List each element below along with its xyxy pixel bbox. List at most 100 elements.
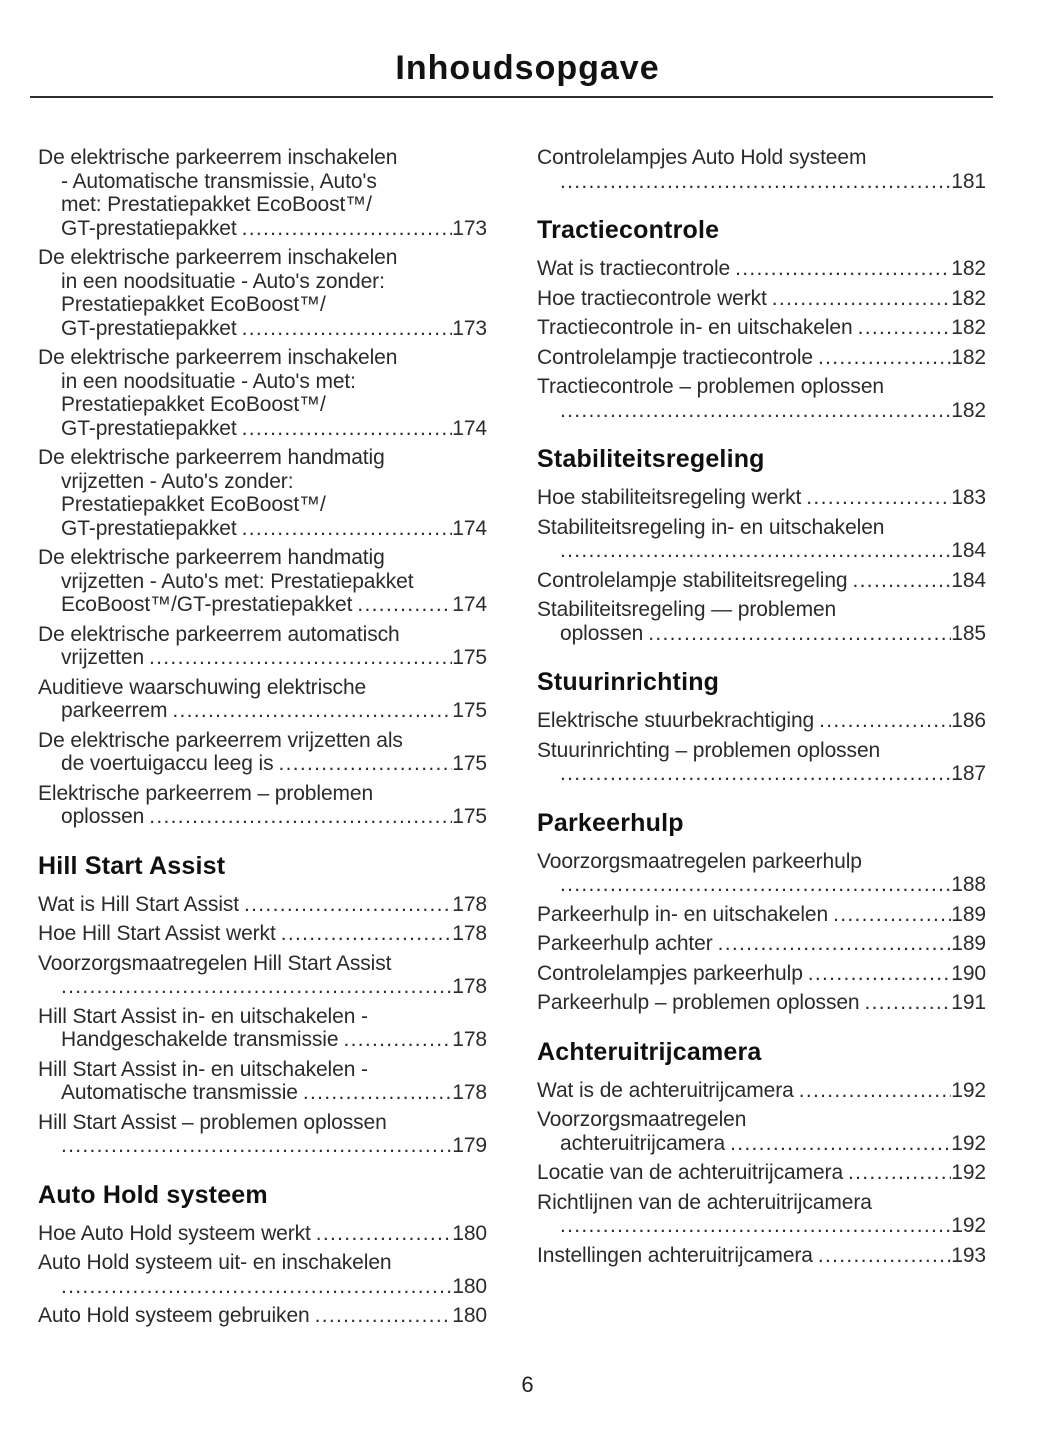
- toc-entry: Hoe Auto Hold systeem werkt.............…: [38, 1222, 487, 1246]
- toc-entry-text: parkeerrem: [61, 699, 168, 722]
- toc-entry-dotline: ........................................…: [537, 399, 986, 423]
- toc-entry-dotline: de voertuigaccu leeg is.................…: [38, 752, 487, 776]
- page-ref: 193: [951, 1243, 986, 1267]
- toc-entry-dotline: Controlelampjes parkeerhulp.............…: [537, 962, 986, 986]
- dot-leader: ........................................…: [560, 398, 951, 422]
- toc-entry-dotline: Wat is Hill Start Assist................…: [38, 893, 487, 917]
- page-ref: 185: [951, 621, 986, 645]
- toc-entry-line: Prestatiepakket EcoBoost™/: [61, 393, 326, 416]
- toc-entry: Locatie van de achteruitrijcamera.......…: [537, 1161, 986, 1185]
- toc-entry: Auto Hold systeem uit- en inschakelen...…: [38, 1251, 487, 1298]
- page-ref: 174: [452, 593, 487, 616]
- toc-entry: Parkeerhulp in- en uitschakelen.........…: [537, 903, 986, 927]
- title-divider: [30, 96, 993, 98]
- page-ref: 192: [951, 1078, 986, 1102]
- dot-leader: ........................................…: [560, 169, 951, 193]
- toc-entry: Hill Start Assist in- en uitschakelen -H…: [38, 1005, 487, 1052]
- page-ref: 190: [951, 961, 986, 985]
- toc-entry-text: de voertuigaccu leeg is: [61, 752, 274, 775]
- toc-entry-dotline: Wat is de achteruitrijcamera............…: [537, 1079, 986, 1103]
- dot-leader: ........................................…: [241, 216, 453, 240]
- toc-entry-text: Wat is Hill Start Assist: [38, 892, 240, 916]
- page-ref: 191: [951, 991, 986, 1014]
- toc-entry-line: Prestatiepakket EcoBoost™/: [61, 293, 326, 316]
- page-ref: 189: [951, 902, 986, 926]
- toc-entry: Tractiecontrole in- en uitschakelen.....…: [537, 316, 986, 340]
- toc-entry-text: Elektrische stuurbekrachtiging: [537, 709, 815, 732]
- toc-entry-line: De elektrische parkeerrem automatisch: [38, 622, 400, 646]
- toc-entry-line: Voorzorgsmaatregelen Hill Start Assist: [38, 951, 392, 975]
- toc-entry-text: Controlelampje stabiliteitsregeling: [537, 568, 848, 592]
- toc-entry-dotline: parkeerrem..............................…: [38, 699, 487, 723]
- dot-leader: ........................................…: [315, 1221, 452, 1245]
- toc-entry-text: Locatie van de achteruitrijcamera: [537, 1161, 844, 1184]
- toc-entry-dotline: Handgeschakelde transmissie.............…: [38, 1028, 487, 1052]
- dot-leader: ........................................…: [857, 316, 952, 339]
- page-ref: 184: [951, 539, 986, 562]
- section-heading: Tractiecontrole: [537, 216, 720, 244]
- toc-entry-line: Prestatiepakket EcoBoost™/: [61, 493, 326, 516]
- toc-entry-line: Auditieve waarschuwing elektrische: [38, 675, 367, 699]
- toc-entry: Stabiliteitsregeling in- en uitschakelen…: [537, 516, 986, 563]
- toc-entry-dotline: Wat is tractiecontrole..................…: [537, 257, 986, 281]
- toc-entry-text: Auto Hold systeem gebruiken: [38, 1304, 310, 1327]
- toc-entry-line: Voorzorgsmaatregelen: [537, 1108, 747, 1131]
- toc-entry-line: Hill Start Assist – problemen oplossen: [38, 1110, 387, 1134]
- toc-entry-dotline: Instellingen achteruitrijcamera.........…: [537, 1244, 986, 1268]
- toc-entry-text: Parkeerhulp – problemen oplossen: [537, 991, 860, 1014]
- toc-entry-dotline: vrijzetten..............................…: [38, 646, 487, 670]
- dot-leader: ........................................…: [172, 699, 452, 722]
- toc-entry-dotline: ........................................…: [537, 762, 986, 786]
- toc-entry: Wat is Hill Start Assist................…: [38, 893, 487, 917]
- toc-entry-dotline: GT-prestatiepakket......................…: [38, 517, 487, 541]
- toc-entry-text: GT-prestatiepakket: [61, 416, 237, 440]
- toc-entry-text: Instellingen achteruitrijcamera: [537, 1243, 813, 1267]
- toc-entry-dotline: Tractiecontrole in- en uitschakelen.....…: [537, 316, 986, 340]
- toc-entry-line: vrijzetten - Auto's zonder:: [61, 469, 294, 493]
- toc-entry-dotline: ........................................…: [537, 873, 986, 897]
- toc-entry-text: Wat is de achteruitrijcamera: [537, 1078, 794, 1102]
- toc-entry: De elektrische parkeerrem inschakelen - A…: [38, 146, 487, 240]
- toc-entry: Voorzorgsmaatregelen Hill Start Assist..…: [38, 952, 487, 999]
- page-ref: 184: [951, 568, 986, 592]
- toc-entry-dotline: Auto Hold systeem gebruiken.............…: [38, 1304, 487, 1328]
- dot-leader: ........................................…: [314, 1304, 453, 1327]
- toc-entry: Hoe tractiecontrole werkt...............…: [537, 287, 986, 311]
- toc-entry-dotline: Controlelampje tractiecontrole..........…: [537, 346, 986, 370]
- toc-entry-text: Parkeerhulp achter: [537, 932, 713, 955]
- page-ref: 178: [452, 1081, 487, 1104]
- page-ref: 179: [452, 1134, 487, 1157]
- toc-entry-line: De elektrische parkeerrem handmatig: [38, 446, 385, 469]
- toc-entry: Wat is tractiecontrole..................…: [537, 257, 986, 281]
- toc-entry-text: Tractiecontrole in- en uitschakelen: [537, 316, 853, 339]
- toc-entry-line: Stabiliteitsregeling — problemen: [537, 598, 837, 621]
- toc-entry-line: De elektrische parkeerrem inschakelen: [38, 246, 398, 269]
- toc-entry-text: Hoe tractiecontrole werkt: [537, 286, 767, 310]
- toc-entry-dotline: Parkeerhulp achter......................…: [537, 932, 986, 956]
- toc-entry-line: vrijzetten - Auto's met: Prestatiepakket: [61, 569, 414, 593]
- toc-columns: De elektrische parkeerrem inschakelen - A…: [38, 146, 1055, 1334]
- dot-leader: ........................................…: [149, 805, 453, 828]
- toc-entry-text: achteruitrijcamera: [560, 1131, 726, 1155]
- toc-entry: De elektrische parkeerrem inschakelen in …: [38, 246, 487, 340]
- toc-entry-text: Parkeerhulp in- en uitschakelen: [537, 902, 829, 926]
- page-ref: 174: [452, 516, 487, 540]
- toc-entry: Wat is de achteruitrijcamera............…: [537, 1079, 986, 1103]
- toc-entry-dotline: Hoe Auto Hold systeem werkt.............…: [38, 1222, 487, 1246]
- toc-entry-dotline: ........................................…: [537, 1214, 986, 1238]
- section-heading: Stuurinrichting: [537, 668, 720, 696]
- page-ref: 180: [452, 1221, 487, 1245]
- dot-leader: ........................................…: [648, 621, 952, 645]
- toc-entry: Voorzorgsmaatregelen parkeerhulp........…: [537, 850, 986, 897]
- page-ref: 182: [951, 345, 986, 369]
- toc-entry-line: Controlelampjes Auto Hold systeem: [537, 146, 867, 169]
- dot-leader: ........................................…: [343, 1028, 452, 1051]
- dot-leader: ........................................…: [771, 286, 952, 310]
- dot-leader: ........................................…: [241, 516, 453, 540]
- toc-entry-dotline: oplossen................................…: [537, 622, 986, 646]
- toc-entry-text: Hoe Auto Hold systeem werkt: [38, 1221, 311, 1245]
- toc-entry: Hill Start Assist – problemen oplossen..…: [38, 1111, 487, 1158]
- section-heading: Stabiliteitsregeling: [537, 445, 765, 473]
- page-ref: 178: [452, 892, 487, 916]
- toc-entry-text: GT-prestatiepakket: [61, 316, 237, 340]
